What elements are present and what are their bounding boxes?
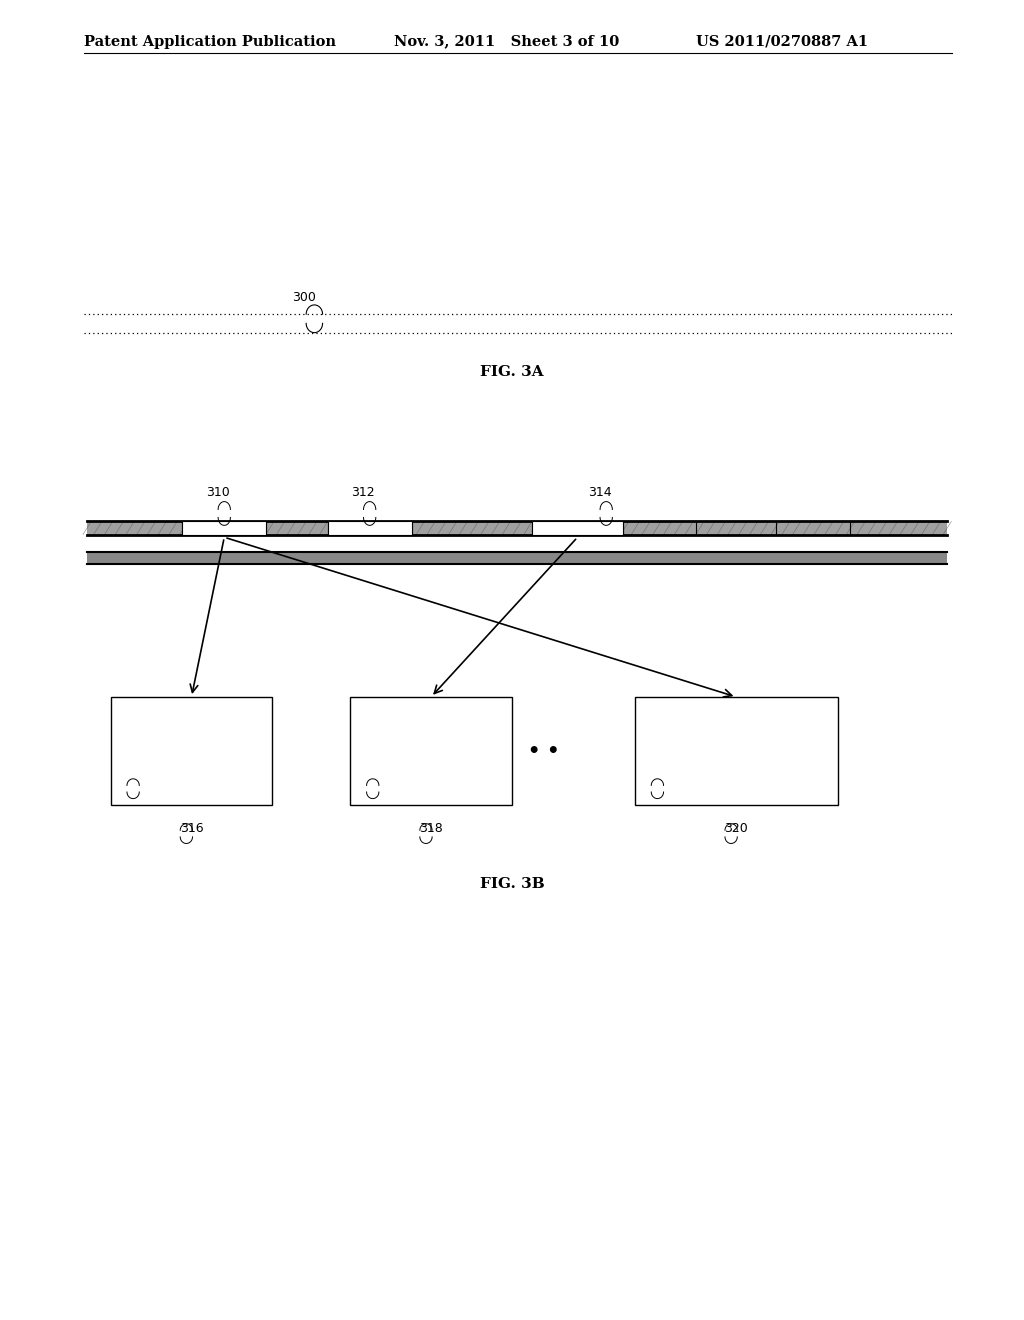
Bar xyxy=(635,697,838,805)
Text: 316: 316 xyxy=(179,822,204,836)
Text: 300: 300 xyxy=(292,290,315,304)
Bar xyxy=(532,521,623,535)
Text: US 2011/0270887 A1: US 2011/0270887 A1 xyxy=(696,34,868,49)
Bar xyxy=(87,521,947,535)
Text: Nov. 3, 2011   Sheet 3 of 10: Nov. 3, 2011 Sheet 3 of 10 xyxy=(394,34,620,49)
Text: 310: 310 xyxy=(206,486,229,499)
Bar xyxy=(182,521,266,535)
Bar xyxy=(182,521,266,535)
Text: Patent Application Publication: Patent Application Publication xyxy=(84,34,336,49)
Bar xyxy=(328,521,412,535)
Text: 312: 312 xyxy=(351,486,375,499)
Bar xyxy=(350,697,512,805)
Text: FIG. 3A: FIG. 3A xyxy=(480,366,544,379)
Text: 314: 314 xyxy=(588,486,611,499)
Bar xyxy=(532,521,623,535)
Text: 318: 318 xyxy=(419,822,443,836)
Bar xyxy=(328,521,412,535)
Bar xyxy=(87,552,947,564)
Text: 320: 320 xyxy=(724,822,749,836)
Text: • •: • • xyxy=(528,742,560,760)
Bar xyxy=(111,697,272,805)
Text: FIG. 3B: FIG. 3B xyxy=(479,878,545,891)
